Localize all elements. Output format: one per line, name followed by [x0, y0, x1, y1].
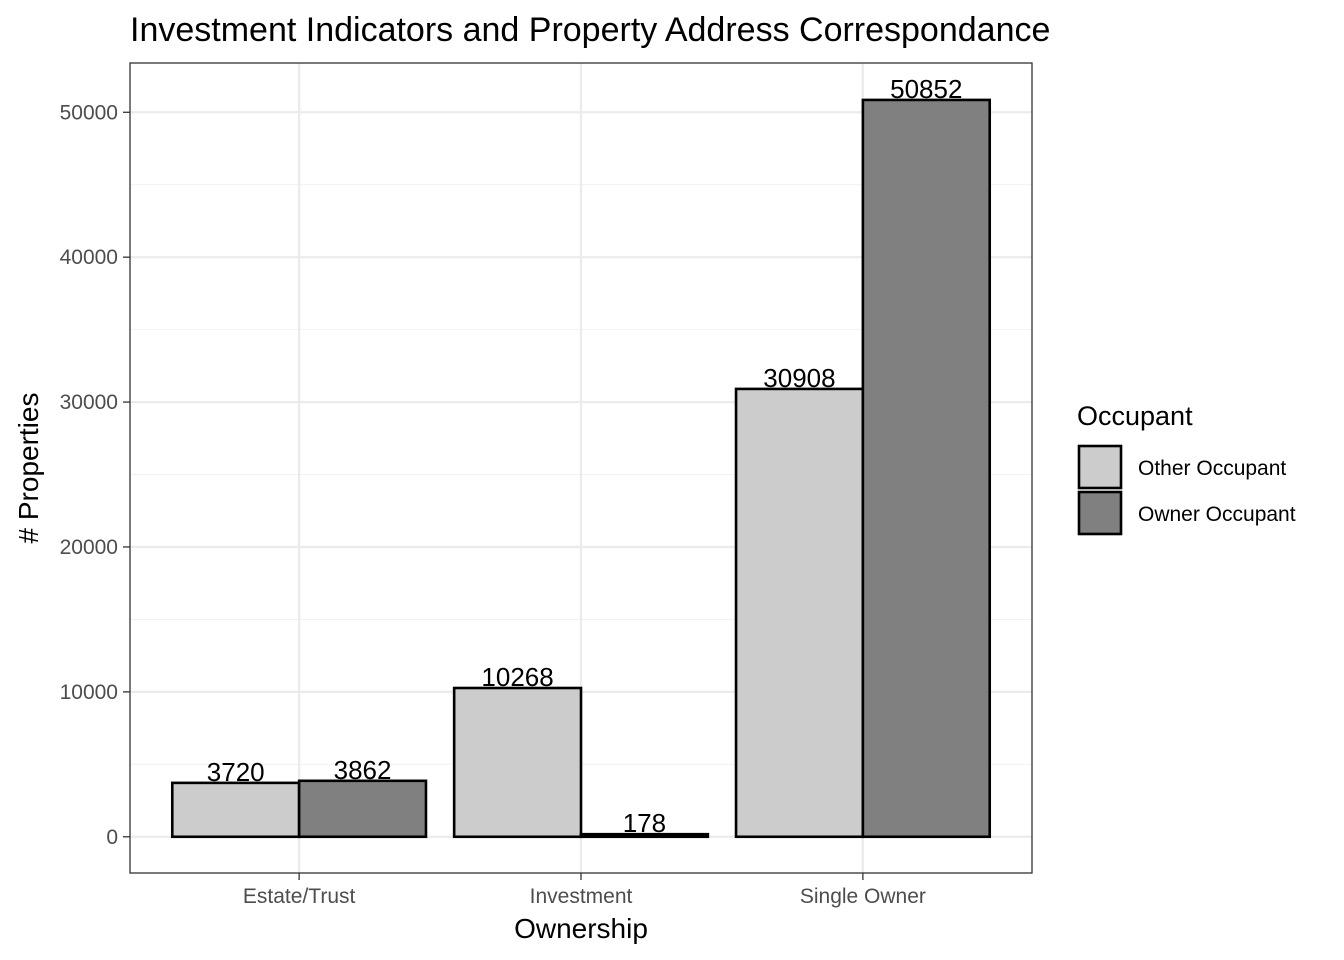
y-tick-label: 0 — [106, 826, 118, 849]
y-tick-label: 30000 — [60, 391, 118, 414]
data-labels: 3720 3862 10268 178 30908 50852 — [207, 74, 963, 838]
x-tick-label: Investment — [530, 885, 633, 908]
y-axis: 0 10000 20000 30000 40000 50000 — [60, 101, 130, 849]
x-axis: Estate/Trust Investment Single Owner — [243, 873, 926, 908]
bar — [452, 686, 583, 839]
legend-label: Owner Occupant — [1138, 503, 1296, 526]
y-tick-label: 20000 — [60, 536, 118, 559]
data-label: 3862 — [334, 755, 392, 785]
bar — [861, 98, 992, 839]
x-tick-label: Estate/Trust — [243, 885, 356, 908]
data-label: 178 — [623, 808, 666, 838]
chart-title: Investment Indicators and Property Addre… — [130, 11, 1050, 49]
data-label: 50852 — [890, 74, 962, 104]
x-tick-label: Single Owner — [800, 885, 926, 908]
legend: Occupant Other Occupant Owner Occupant — [1077, 401, 1296, 536]
bar — [734, 387, 865, 839]
y-axis-title: # Properties — [13, 393, 44, 544]
legend-key — [1077, 490, 1123, 536]
bar — [170, 781, 301, 839]
legend-label: Other Occupant — [1138, 457, 1286, 480]
bars — [170, 98, 992, 839]
y-tick-label: 50000 — [60, 101, 118, 124]
legend-title: Occupant — [1077, 401, 1193, 431]
data-label: 10268 — [481, 662, 553, 692]
data-label: 30908 — [763, 363, 835, 393]
y-tick-label: 10000 — [60, 681, 118, 704]
x-axis-title: Ownership — [514, 913, 648, 944]
legend-items: Other Occupant Owner Occupant — [1077, 444, 1296, 536]
bar — [579, 832, 710, 839]
legend-key — [1077, 444, 1123, 490]
y-tick-label: 40000 — [60, 246, 118, 269]
bar — [297, 779, 428, 839]
data-label: 3720 — [207, 757, 265, 787]
